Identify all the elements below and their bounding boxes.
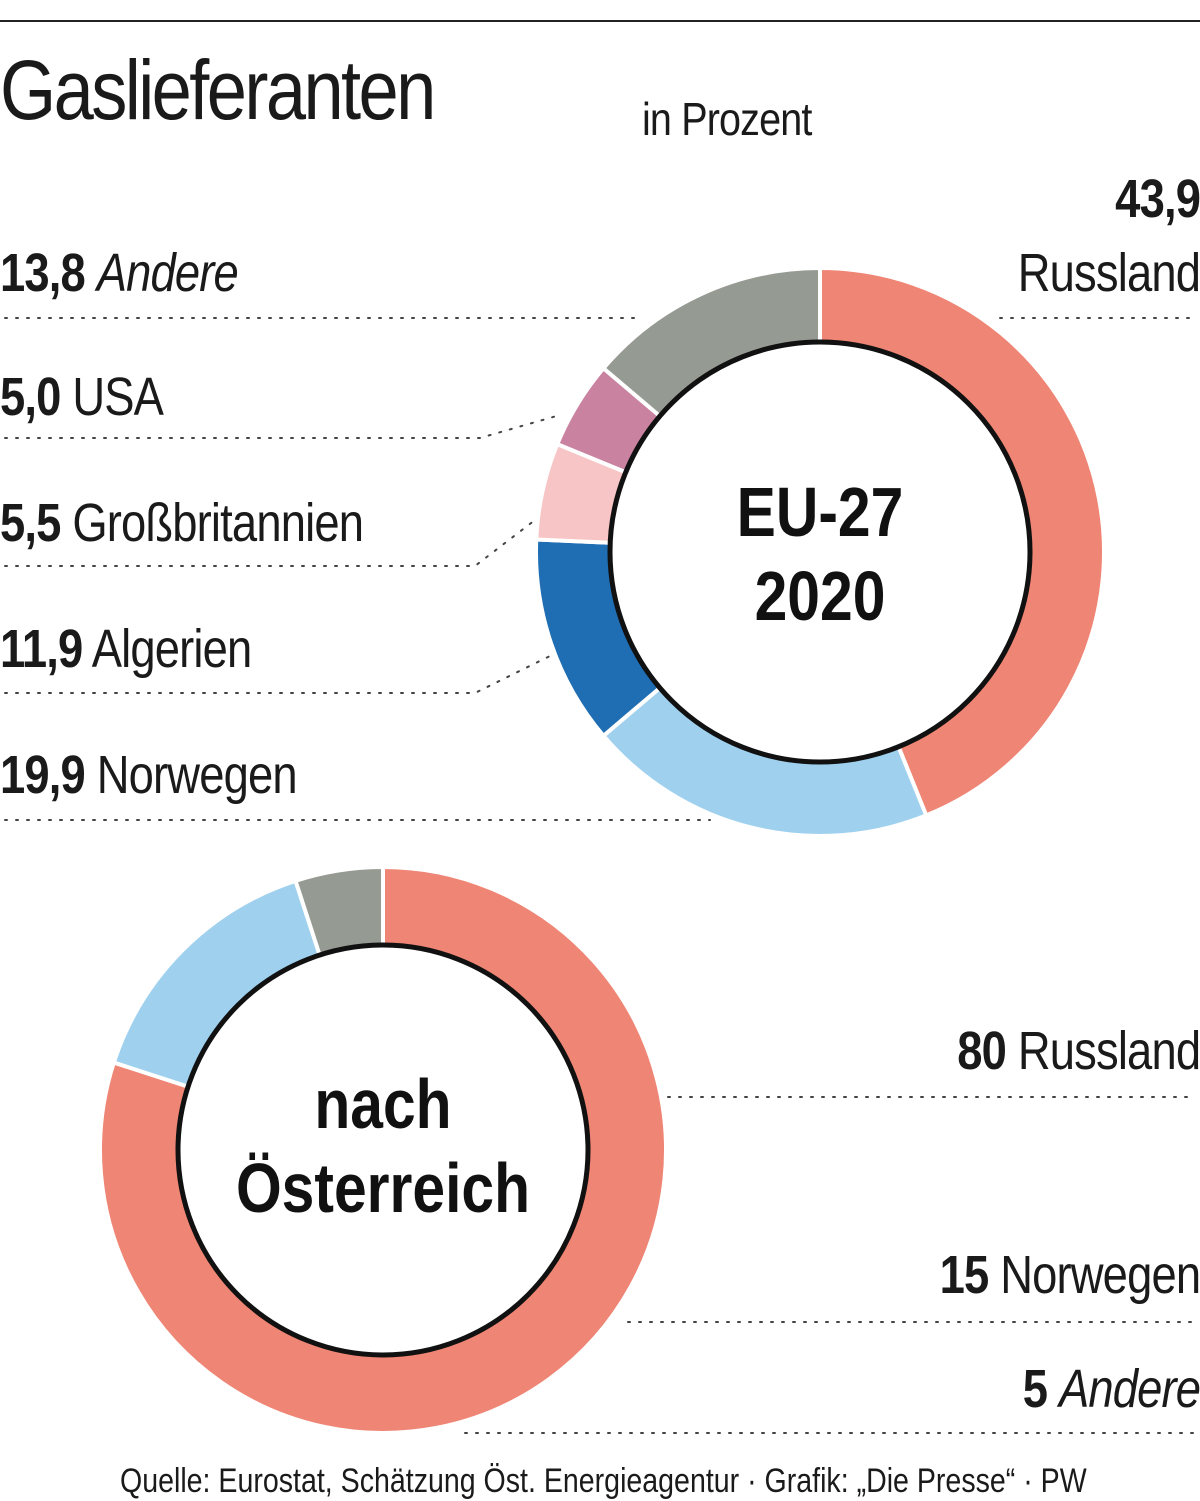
eu-russland-name: Russland (1017, 243, 1200, 303)
eu-norwegen-name: Norwegen (96, 745, 298, 805)
leader-eu-algerien (4, 654, 553, 694)
eu-usa-name: USA (72, 367, 164, 427)
eu-label-andere: 13,8 Andere (0, 243, 239, 303)
leader-eu-grossbritannien (4, 519, 536, 567)
chart-subtitle: in Prozent (642, 93, 812, 145)
eu-label-grossbritannien: 5,5 Großbritannien (0, 493, 364, 553)
title-row: Gaslieferanten (0, 42, 504, 139)
center-label-line-1: nach (314, 1064, 451, 1143)
eu-russland-value: 43,9 (1115, 169, 1200, 229)
at-norwegen-name: Norwegen (999, 1245, 1200, 1305)
leader-eu-usa (4, 414, 561, 439)
center-label-line-1: EU-27 (737, 472, 904, 551)
eu-andere-name: Andere (96, 243, 239, 303)
at-russland-name: Russland (1017, 1021, 1200, 1081)
source-note: Quelle: Eurostat, Schätzung Öst. Energie… (120, 1462, 1087, 1500)
donut-hole (607, 339, 1033, 765)
at-andere-name: Andere (1058, 1359, 1200, 1419)
center-label-line-2: Österreich (236, 1148, 530, 1227)
eu-usa-value: 5,0 (0, 367, 61, 427)
eu-algerien-name: Algerien (91, 619, 253, 679)
eu-gb-name: Großbritannien (72, 493, 364, 553)
eu-label-usa: 5,0 USA (0, 367, 164, 427)
at-norwegen-value: 15 (939, 1245, 989, 1305)
eu-label-algerien: 11,9 Algerien (0, 619, 253, 679)
eu-label-russland-value: 43,9 (1115, 172, 1200, 226)
eu-gb-value: 5,5 (0, 493, 61, 553)
at-russland-value: 80 (957, 1021, 1007, 1081)
eu-norwegen-value: 19,9 (0, 745, 86, 805)
center-label-line-2: 2020 (755, 556, 886, 635)
leader-lines (4, 317, 1196, 1434)
at-label-norwegen: 15 Norwegen (939, 1248, 1200, 1302)
eu-algerien-value: 11,9 (0, 619, 83, 679)
donut-hole (175, 942, 591, 1358)
at-label-andere: 5 Andere (1023, 1362, 1200, 1416)
at-label-russland: 80 Russland (957, 1024, 1200, 1078)
top-rule (0, 20, 1200, 22)
at-andere-value: 5 (1022, 1359, 1048, 1419)
eu-label-russland-name: Russland (1018, 246, 1200, 300)
eu-andere-value: 13,8 (0, 243, 86, 303)
chart-title: Gaslieferanten (0, 43, 436, 137)
eu-label-norwegen: 19,9 Norwegen (0, 745, 298, 805)
